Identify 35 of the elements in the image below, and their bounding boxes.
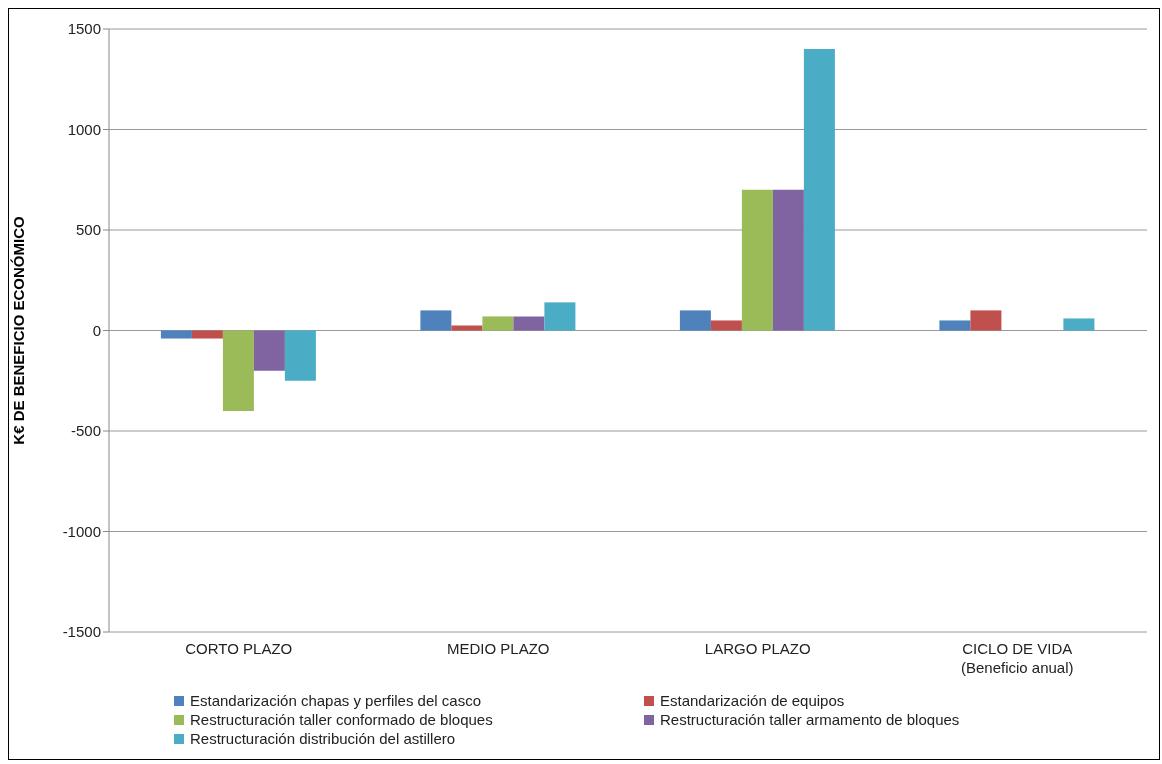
bar [253, 330, 285, 371]
bar [284, 330, 316, 381]
legend-label: Estandarización chapas y perfiles del casco [190, 692, 481, 709]
y-axis-title: K€ DE BENEFICIO ECONÓMICO [10, 215, 28, 445]
bar [939, 320, 971, 331]
bar [420, 310, 452, 331]
x-tick-label: MEDIO PLAZO [446, 640, 550, 657]
bar [803, 49, 835, 331]
bar [710, 320, 742, 331]
y-tick-label: 1500 [67, 20, 101, 38]
x-tick-label: LARGO PLAZO [704, 640, 811, 657]
bar [513, 316, 545, 331]
y-tick-label: 1000 [67, 120, 101, 138]
y-tick-label: -500 [70, 422, 101, 440]
bar [679, 310, 711, 331]
y-tick-label: -1500 [62, 623, 101, 641]
legend-label: Estandarización de equipos [660, 692, 845, 709]
bar [970, 310, 1002, 331]
y-tick-label: 0 [92, 321, 101, 339]
bar [1063, 318, 1095, 331]
bar [222, 330, 254, 411]
bar [741, 189, 773, 331]
bar [191, 330, 223, 339]
bar [451, 325, 483, 331]
x-tick-label: CICLO DE VIDA (Beneficio anual) [960, 640, 1074, 676]
legend-label: Restructuración distribución del astillero [190, 730, 456, 747]
bar [482, 316, 514, 331]
x-tick-label: CORTO PLAZO [185, 640, 293, 657]
y-tick-label: -1000 [62, 522, 101, 540]
legend-label: Restructuración taller armamento de bloques [660, 711, 960, 728]
bar [544, 302, 576, 331]
legend-label: Restructuración taller conformado de bloques [190, 711, 493, 728]
y-tick-label: 500 [75, 221, 101, 239]
bar [160, 330, 192, 339]
bar [772, 189, 804, 331]
